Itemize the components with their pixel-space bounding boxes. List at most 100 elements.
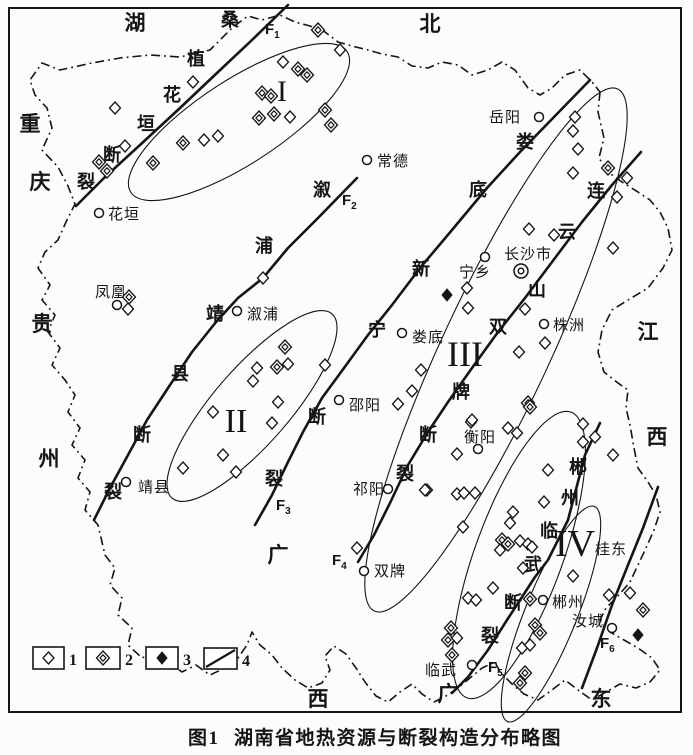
geothermal-point-open [620,171,634,185]
province-label: 庆 [30,170,51,194]
diamond-icon [95,650,111,666]
diamond-icon [299,67,315,83]
diamond-icon [121,302,135,316]
inner-diamond-icon [526,402,534,412]
fault-line-F6 [580,485,660,690]
geothermal-point-open [229,465,243,479]
diamond-icon [541,463,555,477]
inner-diamond-icon [447,623,455,633]
diamond-icon [576,417,590,431]
diamond-icon [566,569,580,583]
diamond-icon [602,588,616,602]
geothermal-point-filled [632,628,644,642]
town-label: 祁阳 [353,481,385,498]
diamond-icon [516,561,530,575]
town-label: 岳阳 [489,109,521,126]
filled-diamond-icon [441,288,453,302]
inner-diamond-icon [303,70,311,80]
geothermal-point-open [571,142,585,156]
geothermal-point-open [206,405,220,419]
geothermal-point-open [450,447,464,461]
town-marker [231,305,243,317]
town-label: 桂东 [595,541,627,558]
geothermal-point-open [256,271,270,285]
filled-diamond-icon [632,628,644,642]
inner-diamond-icon [521,668,529,678]
geothermal-point-open [250,361,264,375]
diamond-icon [457,486,471,500]
diamond-icon [246,374,260,388]
diamond-icon [465,413,479,427]
inner-diamond-icon [321,105,329,115]
diamond-icon [450,631,464,645]
town-label: 邵阳 [349,397,381,414]
diamond-icon [186,75,200,89]
diamond-icon [333,43,347,57]
diamond-icon [606,448,620,462]
province-label: 重 [20,112,41,136]
geothermal-point-open [276,55,290,69]
geothermal-point-open [516,561,530,575]
diamond-icon [635,602,651,618]
geothermal-point-open [186,75,200,89]
diamond-icon [444,647,460,663]
fault-name-char: 溆 [313,179,332,200]
geothermal-point-open [606,241,620,255]
geothermal-point-open [456,520,470,534]
diamond-icon [525,540,539,554]
diamond-icon [600,160,616,176]
inner-diamond-icon [604,163,612,173]
diamond-icon [418,483,432,497]
fault-line-F1 [74,3,290,208]
town-label: 花垣 [108,206,140,223]
geothermal-point-open [538,336,552,350]
fault-name-char: 断 [308,406,326,427]
province-label: 州 [39,447,60,471]
inner-diamond-icon [179,138,187,148]
geothermal-point-double [263,88,279,104]
diamond-icon [310,22,326,38]
geothermal-point-open [468,486,482,500]
zone-III-outline [364,87,628,613]
legend-number: 4 [242,653,250,670]
diamond-icon [506,505,520,519]
town-marker [333,394,345,406]
legend: 1 2 3 4 [32,646,250,670]
geothermal-point-open [418,483,432,497]
geothermal-point-double [443,620,459,636]
geothermal-point-open [108,101,122,115]
diamond-icon [588,430,602,444]
fault-name-char: 裂 [480,626,499,646]
town-label: 溆浦 [247,305,279,323]
inner-diamond-icon [99,653,107,663]
zone-label-II: II [225,403,248,440]
town-marker [361,154,373,166]
town-label: 娄底 [412,329,444,346]
diamond-icon [229,465,243,479]
fault-name-char: 牌 [452,381,470,402]
town-marker [382,483,394,495]
geothermal-point-double [145,155,161,171]
geothermal-point-double [175,135,191,151]
fault-name-char: 新 [412,258,430,279]
geothermal-point-open [211,129,225,143]
diamond-icon [391,397,405,411]
town-label: 衡阳 [464,429,496,446]
fault-name-char: 裂 [264,469,283,489]
town-label: 宁乡 [459,264,491,281]
diamond-icon [290,61,306,77]
zone-IV-outline [452,410,586,700]
geothermal-point-open [541,463,555,477]
province-label: 广 [438,682,459,706]
geothermal-point-open [503,516,517,530]
diamond-icon [620,171,634,185]
fault-name-char: 底 [469,179,487,200]
geothermal-point-open [469,593,483,607]
diamond-icon [468,486,482,500]
legend-number: 1 [69,652,77,669]
inner-diamond-icon [314,25,322,35]
diamond-icon [256,271,270,285]
diamond-icon [283,110,297,124]
town-marker [358,565,370,577]
